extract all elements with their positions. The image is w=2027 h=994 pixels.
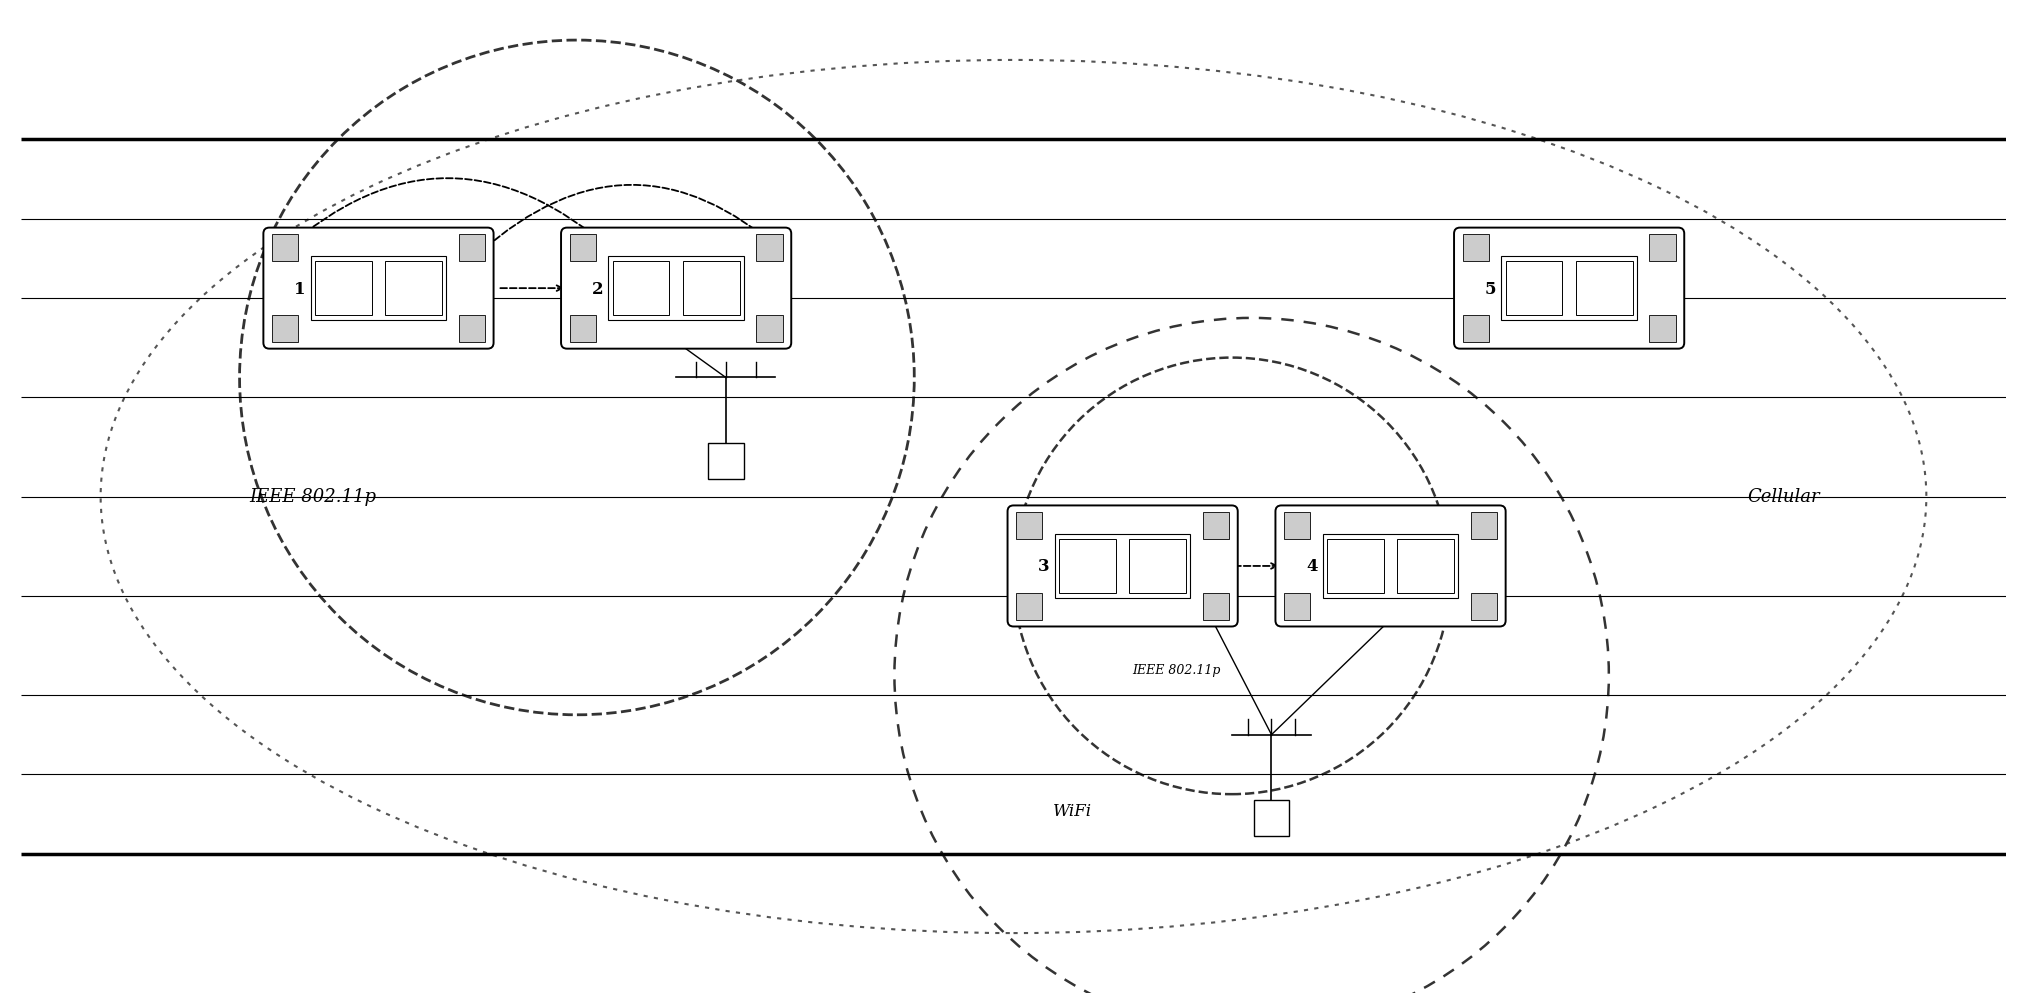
Bar (1058, 540, 1117, 593)
Bar (1472, 512, 1498, 540)
FancyBboxPatch shape (264, 229, 495, 349)
Bar (458, 235, 484, 262)
Bar (1283, 593, 1309, 620)
Bar (570, 316, 596, 343)
Bar (756, 235, 782, 262)
FancyBboxPatch shape (1007, 506, 1238, 627)
Bar (1506, 262, 1563, 316)
Bar (1397, 540, 1453, 593)
Bar (570, 235, 596, 262)
Text: 2: 2 (592, 280, 604, 297)
Bar (1324, 535, 1457, 598)
Text: WiFi: WiFi (1054, 802, 1093, 819)
Bar (314, 262, 371, 316)
Bar (683, 262, 740, 316)
Bar (1129, 540, 1186, 593)
Text: 4: 4 (1305, 558, 1318, 575)
Bar (1650, 316, 1676, 343)
Bar (1202, 593, 1228, 620)
Bar (458, 316, 484, 343)
Text: 5: 5 (1486, 280, 1496, 297)
Text: IEEE 802.11p: IEEE 802.11p (249, 488, 377, 506)
Bar (310, 257, 446, 320)
Bar (612, 262, 669, 316)
Bar (1472, 593, 1498, 620)
Text: IEEE 802.11p: IEEE 802.11p (1133, 663, 1220, 676)
Bar (1575, 262, 1634, 316)
FancyBboxPatch shape (1275, 506, 1506, 627)
Bar (608, 257, 744, 320)
Text: 3: 3 (1038, 558, 1050, 575)
Bar (1463, 235, 1488, 262)
Bar (1463, 316, 1488, 343)
Bar (1253, 800, 1289, 836)
Text: Cellular: Cellular (1747, 488, 1820, 506)
FancyBboxPatch shape (1453, 229, 1684, 349)
Bar (1016, 512, 1042, 540)
Bar (1650, 235, 1676, 262)
Bar (385, 262, 442, 316)
Bar (1283, 512, 1309, 540)
Bar (756, 316, 782, 343)
Bar (707, 443, 744, 479)
Bar (272, 316, 298, 343)
Bar (1054, 535, 1190, 598)
Bar (1202, 512, 1228, 540)
Bar (272, 235, 298, 262)
Bar (1016, 593, 1042, 620)
Bar (1328, 540, 1384, 593)
Bar (1502, 257, 1638, 320)
FancyBboxPatch shape (561, 229, 791, 349)
Text: 1: 1 (294, 280, 306, 297)
